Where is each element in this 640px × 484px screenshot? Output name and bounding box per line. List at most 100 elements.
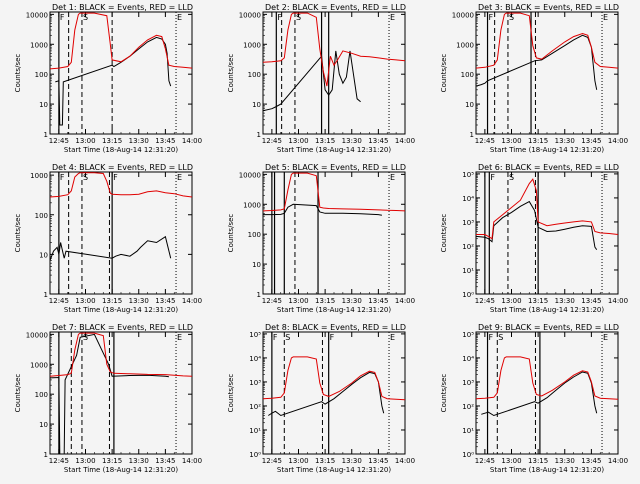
y-tick-label: 1000 (30, 41, 48, 49)
y-tick-label: 10⁵ (249, 331, 261, 339)
plot-frame (475, 11, 619, 135)
panel-det-7: Det 7: BLACK = Events, RED = LLD 1 10 100 10… (14, 323, 202, 474)
x-tick-label: 13:00 (501, 297, 521, 305)
time-marker-flag: S (509, 13, 514, 22)
y-tick-label: 10⁴ (462, 195, 474, 203)
y-tick-label: 10¹ (249, 427, 261, 435)
time-marker-flag: E (177, 333, 182, 342)
series-line-lld (262, 12, 406, 87)
y-axis-label: Counts/sec (14, 214, 22, 253)
y-tick-label: 10⁴ (462, 355, 474, 363)
y-tick-label: 1 (470, 131, 474, 139)
y-tick-label: 10² (249, 403, 261, 411)
y-axis-label: Counts/sec (440, 214, 448, 253)
panel-title: Det 1: BLACK = Events, RED = LLD (52, 3, 193, 12)
y-axis-label: Counts/sec (14, 54, 22, 93)
x-tick-label: 13:30 (129, 457, 149, 465)
x-tick-label: 13:00 (288, 297, 308, 305)
time-marker-flag: E (390, 13, 395, 22)
series-line-lld (262, 356, 406, 401)
y-tick-label: 1 (44, 291, 48, 299)
y-axis-label: Counts/sec (440, 54, 448, 93)
y-tick-label: 10¹ (462, 267, 474, 275)
panel-det-2: Det 2: BLACK = Events, RED = LLD 1 10 100 10… (227, 3, 415, 154)
x-tick-label: 13:45 (581, 457, 601, 465)
x-tick-label: 14:00 (182, 137, 202, 145)
panel-title: Det 5: BLACK = Events, RED = LLD (265, 163, 406, 172)
y-tick-label: 10 (465, 101, 474, 109)
x-tick-label: 13:15 (528, 297, 548, 305)
y-tick-label: 1 (44, 131, 48, 139)
x-tick-label: 12:45 (262, 457, 282, 465)
x-tick-label: 13:30 (129, 297, 149, 305)
plot-frame (475, 171, 619, 295)
time-marker-flag: E (603, 13, 608, 22)
x-tick-label: 13:45 (368, 137, 388, 145)
y-tick-label: 100 (35, 212, 48, 220)
x-tick-label: 13:15 (315, 297, 335, 305)
x-tick-label: 13:45 (368, 457, 388, 465)
x-tick-label: 14:00 (182, 457, 202, 465)
x-tick-label: 13:45 (155, 137, 175, 145)
y-tick-label: 10¹ (462, 427, 474, 435)
x-axis-label: Start Time (18-Aug-14 12:31:20) (277, 466, 391, 474)
y-tick-label: 1000 (30, 361, 48, 369)
time-marker-flag: E (390, 173, 395, 182)
x-tick-label: 13:15 (315, 137, 335, 145)
y-tick-label: 10 (252, 261, 261, 269)
series-line-events (49, 333, 169, 455)
series-line-lld (475, 12, 619, 69)
time-marker-flag: F (60, 173, 65, 182)
x-tick-label: 13:30 (129, 137, 149, 145)
x-axis-label: Start Time (18-Aug-14 12:31:20) (490, 466, 604, 474)
panel-title: Det 7: BLACK = Events, RED = LLD (52, 323, 193, 332)
y-tick-label: 10⁵ (462, 331, 474, 339)
x-tick-label: 13:00 (501, 137, 521, 145)
x-tick-label: 12:45 (49, 297, 69, 305)
x-tick-label: 13:15 (102, 137, 122, 145)
panel-det-1: Det 1: BLACK = Events, RED = LLD 1 10 100 10… (14, 3, 202, 154)
x-tick-label: 13:00 (75, 457, 95, 465)
panel-title: Det 3: BLACK = Events, RED = LLD (478, 3, 619, 12)
y-tick-label: 100 (35, 71, 48, 79)
x-tick-label: 14:00 (608, 297, 628, 305)
x-tick-label: 13:15 (102, 297, 122, 305)
series-line-lld (49, 332, 193, 377)
x-tick-label: 13:00 (75, 137, 95, 145)
y-tick-label: 10³ (462, 379, 474, 387)
y-axis-label: Counts/sec (227, 54, 235, 93)
x-tick-label: 14:00 (395, 297, 415, 305)
series-line-lld (49, 172, 193, 198)
y-tick-label: 1 (44, 451, 48, 459)
y-tick-label: 1000 (243, 201, 261, 209)
panel-title: Det 2: BLACK = Events, RED = LLD (265, 3, 406, 12)
x-tick-label: 12:45 (49, 137, 69, 145)
time-marker-flag: E (603, 333, 608, 342)
series-line-lld (475, 356, 619, 400)
y-tick-label: 10 (39, 101, 48, 109)
y-tick-label: 10000 (239, 11, 261, 19)
y-tick-label: 10⁴ (249, 355, 261, 363)
y-tick-label: 10 (39, 251, 48, 259)
x-axis-label: Start Time (18-Aug-14 12:31:20) (490, 306, 604, 314)
y-tick-label: 10⁰ (249, 451, 261, 459)
x-tick-label: 14:00 (182, 297, 202, 305)
series-line-events (481, 371, 598, 417)
y-tick-label: 1000 (243, 41, 261, 49)
time-marker-flag: S (83, 333, 88, 342)
y-tick-label: 10000 (26, 11, 48, 19)
time-marker-flag: E (390, 333, 395, 342)
panel-title: Det 6: BLACK = Events, RED = LLD (478, 163, 619, 172)
x-tick-label: 14:00 (608, 457, 628, 465)
x-tick-label: 13:45 (368, 297, 388, 305)
x-tick-label: 13:00 (501, 457, 521, 465)
panel-det-4: Det 4: BLACK = Events, RED = LLD 1 10 100 10… (14, 163, 202, 314)
y-tick-label: 1 (257, 291, 261, 299)
y-tick-label: 100 (461, 71, 474, 79)
x-tick-label: 12:45 (262, 297, 282, 305)
x-tick-label: 14:00 (395, 457, 415, 465)
x-axis-label: Start Time (18-Aug-14 12:31:20) (490, 146, 604, 154)
x-tick-label: 13:30 (342, 137, 362, 145)
y-axis-label: Counts/sec (227, 374, 235, 413)
